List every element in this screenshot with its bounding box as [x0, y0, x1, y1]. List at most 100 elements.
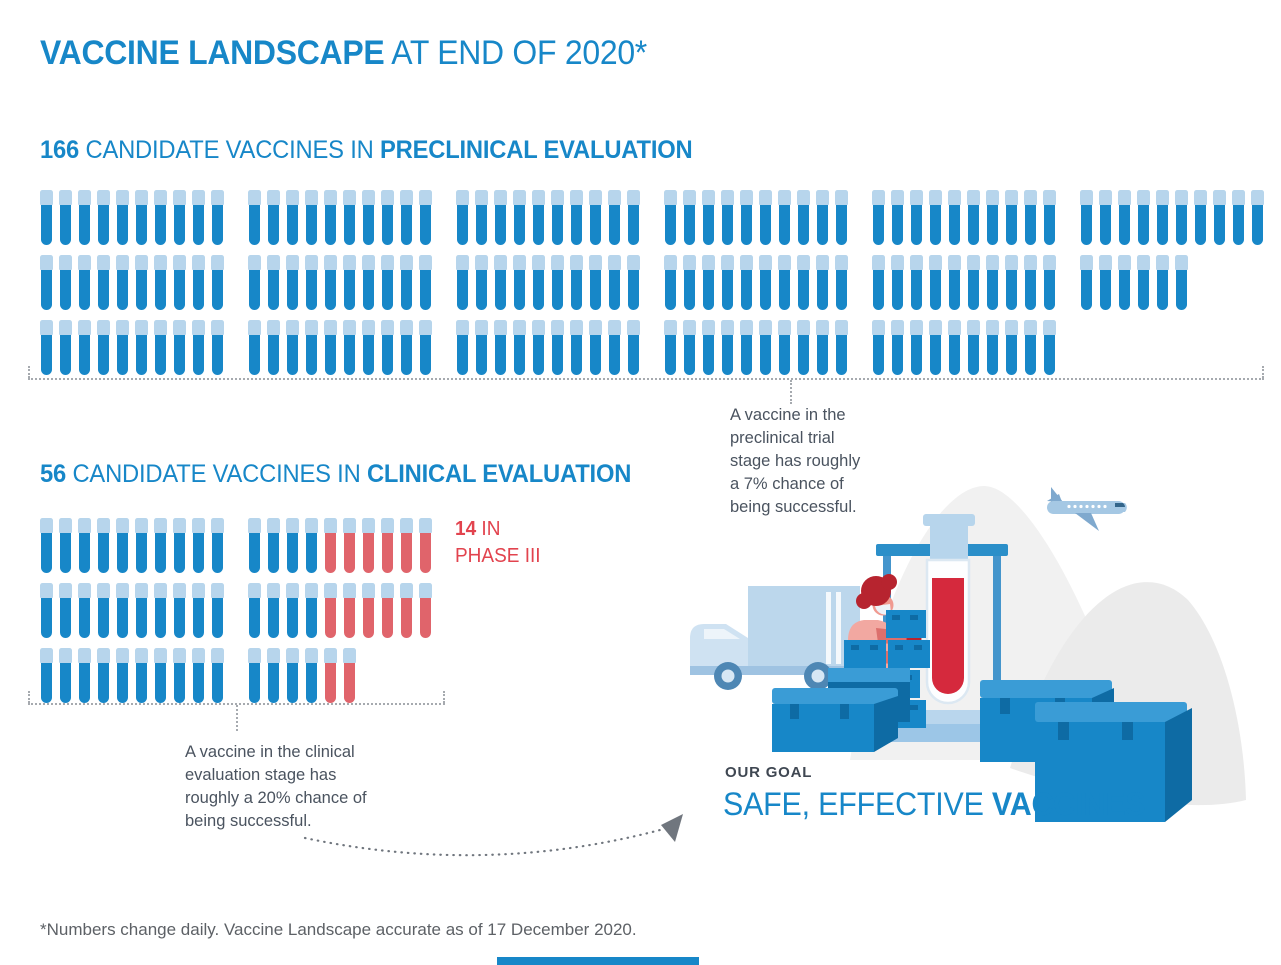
- test-tube-icon: [135, 583, 148, 638]
- test-tube-icon: [551, 320, 564, 375]
- test-tube-icon: [154, 518, 167, 573]
- test-tube-icon: [513, 255, 526, 310]
- test-tube-icon: [40, 255, 53, 310]
- test-tube-icon: [1005, 320, 1018, 375]
- test-tube-icon: [986, 320, 999, 375]
- test-tube-icon: [381, 255, 394, 310]
- test-tube-icon: [97, 255, 110, 310]
- test-tube-icon: [627, 255, 640, 310]
- test-tube-icon: [721, 190, 734, 245]
- test-tube-icon: [192, 648, 205, 703]
- test-tube-icon: [173, 648, 186, 703]
- test-tube-icon: [1005, 255, 1018, 310]
- test-tube-phase3-icon: [419, 583, 432, 638]
- tube-group: [40, 648, 224, 703]
- test-tube-icon: [721, 320, 734, 375]
- test-tube-icon: [683, 190, 696, 245]
- test-tube-icon: [78, 518, 91, 573]
- test-tube-icon: [513, 190, 526, 245]
- test-tube-icon: [211, 518, 224, 573]
- phase3-count: 14: [455, 518, 477, 540]
- test-tube-icon: [872, 255, 885, 310]
- test-tube-icon: [173, 583, 186, 638]
- test-tube-icon: [910, 320, 923, 375]
- test-tube-icon: [759, 190, 772, 245]
- test-tube-icon: [211, 320, 224, 375]
- tube-group: [456, 190, 640, 245]
- test-tube-icon: [627, 320, 640, 375]
- test-tube-icon: [1024, 320, 1037, 375]
- test-tube-icon: [778, 320, 791, 375]
- phase3-label: 14 IN PHASE III: [455, 516, 541, 570]
- test-tube-icon: [494, 320, 507, 375]
- test-tube-icon: [475, 190, 488, 245]
- test-tube-icon: [305, 320, 318, 375]
- test-tube-icon: [116, 255, 129, 310]
- tube-row: [40, 648, 432, 703]
- tube-group: [456, 255, 640, 310]
- test-tube-icon: [59, 518, 72, 573]
- tube-group: [40, 320, 224, 375]
- test-tube-icon: [740, 255, 753, 310]
- test-tube-icon: [1005, 190, 1018, 245]
- test-tube-icon: [551, 255, 564, 310]
- test-tube-icon: [286, 648, 299, 703]
- test-tube-icon: [59, 648, 72, 703]
- test-tube-icon: [286, 255, 299, 310]
- clinical-note: A vaccine in the clinical evaluation sta…: [185, 743, 367, 830]
- test-tube-icon: [664, 320, 677, 375]
- test-tube-icon: [1043, 320, 1056, 375]
- test-tube-icon: [475, 255, 488, 310]
- test-tube-icon: [400, 255, 413, 310]
- test-tube-icon: [59, 320, 72, 375]
- test-tube-icon: [683, 320, 696, 375]
- test-tube-icon: [797, 190, 810, 245]
- test-tube-icon: [78, 648, 91, 703]
- test-tube-icon: [97, 648, 110, 703]
- test-tube-icon: [135, 255, 148, 310]
- test-tube-icon: [135, 190, 148, 245]
- test-tube-icon: [589, 190, 602, 245]
- test-tube-icon: [362, 190, 375, 245]
- test-tube-icon: [1043, 255, 1056, 310]
- tube-group: [40, 518, 224, 573]
- test-tube-icon: [816, 190, 829, 245]
- cooler-box-left-icon: [772, 688, 898, 752]
- preclinical-count: 166: [40, 136, 80, 164]
- test-tube-icon: [173, 255, 186, 310]
- test-tube-icon: [456, 190, 469, 245]
- test-tube-icon: [1024, 255, 1037, 310]
- test-tube-icon: [948, 190, 961, 245]
- test-tube-icon: [967, 255, 980, 310]
- test-tube-icon: [1118, 255, 1131, 310]
- test-tube-icon: [116, 518, 129, 573]
- test-tube-icon: [967, 320, 980, 375]
- test-tube-icon: [154, 320, 167, 375]
- tube-row: [40, 190, 1264, 245]
- test-tube-phase3-icon: [343, 648, 356, 703]
- tube-row: [40, 583, 432, 638]
- test-tube-icon: [154, 648, 167, 703]
- preclinical-bracket-tick-right: [1262, 366, 1264, 378]
- test-tube-icon: [740, 320, 753, 375]
- test-tube-icon: [570, 320, 583, 375]
- test-tube-icon: [1194, 190, 1207, 245]
- tube-group: [1080, 255, 1188, 310]
- test-tube-icon: [494, 255, 507, 310]
- test-tube-icon: [910, 190, 923, 245]
- test-tube-icon: [835, 190, 848, 245]
- test-tube-icon: [1251, 190, 1264, 245]
- test-tube-icon: [967, 190, 980, 245]
- clinical-bracket-line: [28, 703, 445, 705]
- test-tube-icon: [305, 518, 318, 573]
- test-tube-icon: [494, 190, 507, 245]
- test-tube-phase3-icon: [343, 518, 356, 573]
- test-tube-icon: [135, 518, 148, 573]
- footnote: *Numbers change daily. Vaccine Landscape…: [40, 920, 637, 939]
- page-title-light: AT END OF 2020*: [384, 34, 647, 72]
- test-tube-icon: [778, 255, 791, 310]
- clinical-heading: 56 CANDIDATE VACCINES IN CLINICAL EVALUA…: [40, 460, 631, 489]
- test-tube-icon: [381, 320, 394, 375]
- tube-group: [248, 255, 432, 310]
- test-tube-phase3-icon: [400, 518, 413, 573]
